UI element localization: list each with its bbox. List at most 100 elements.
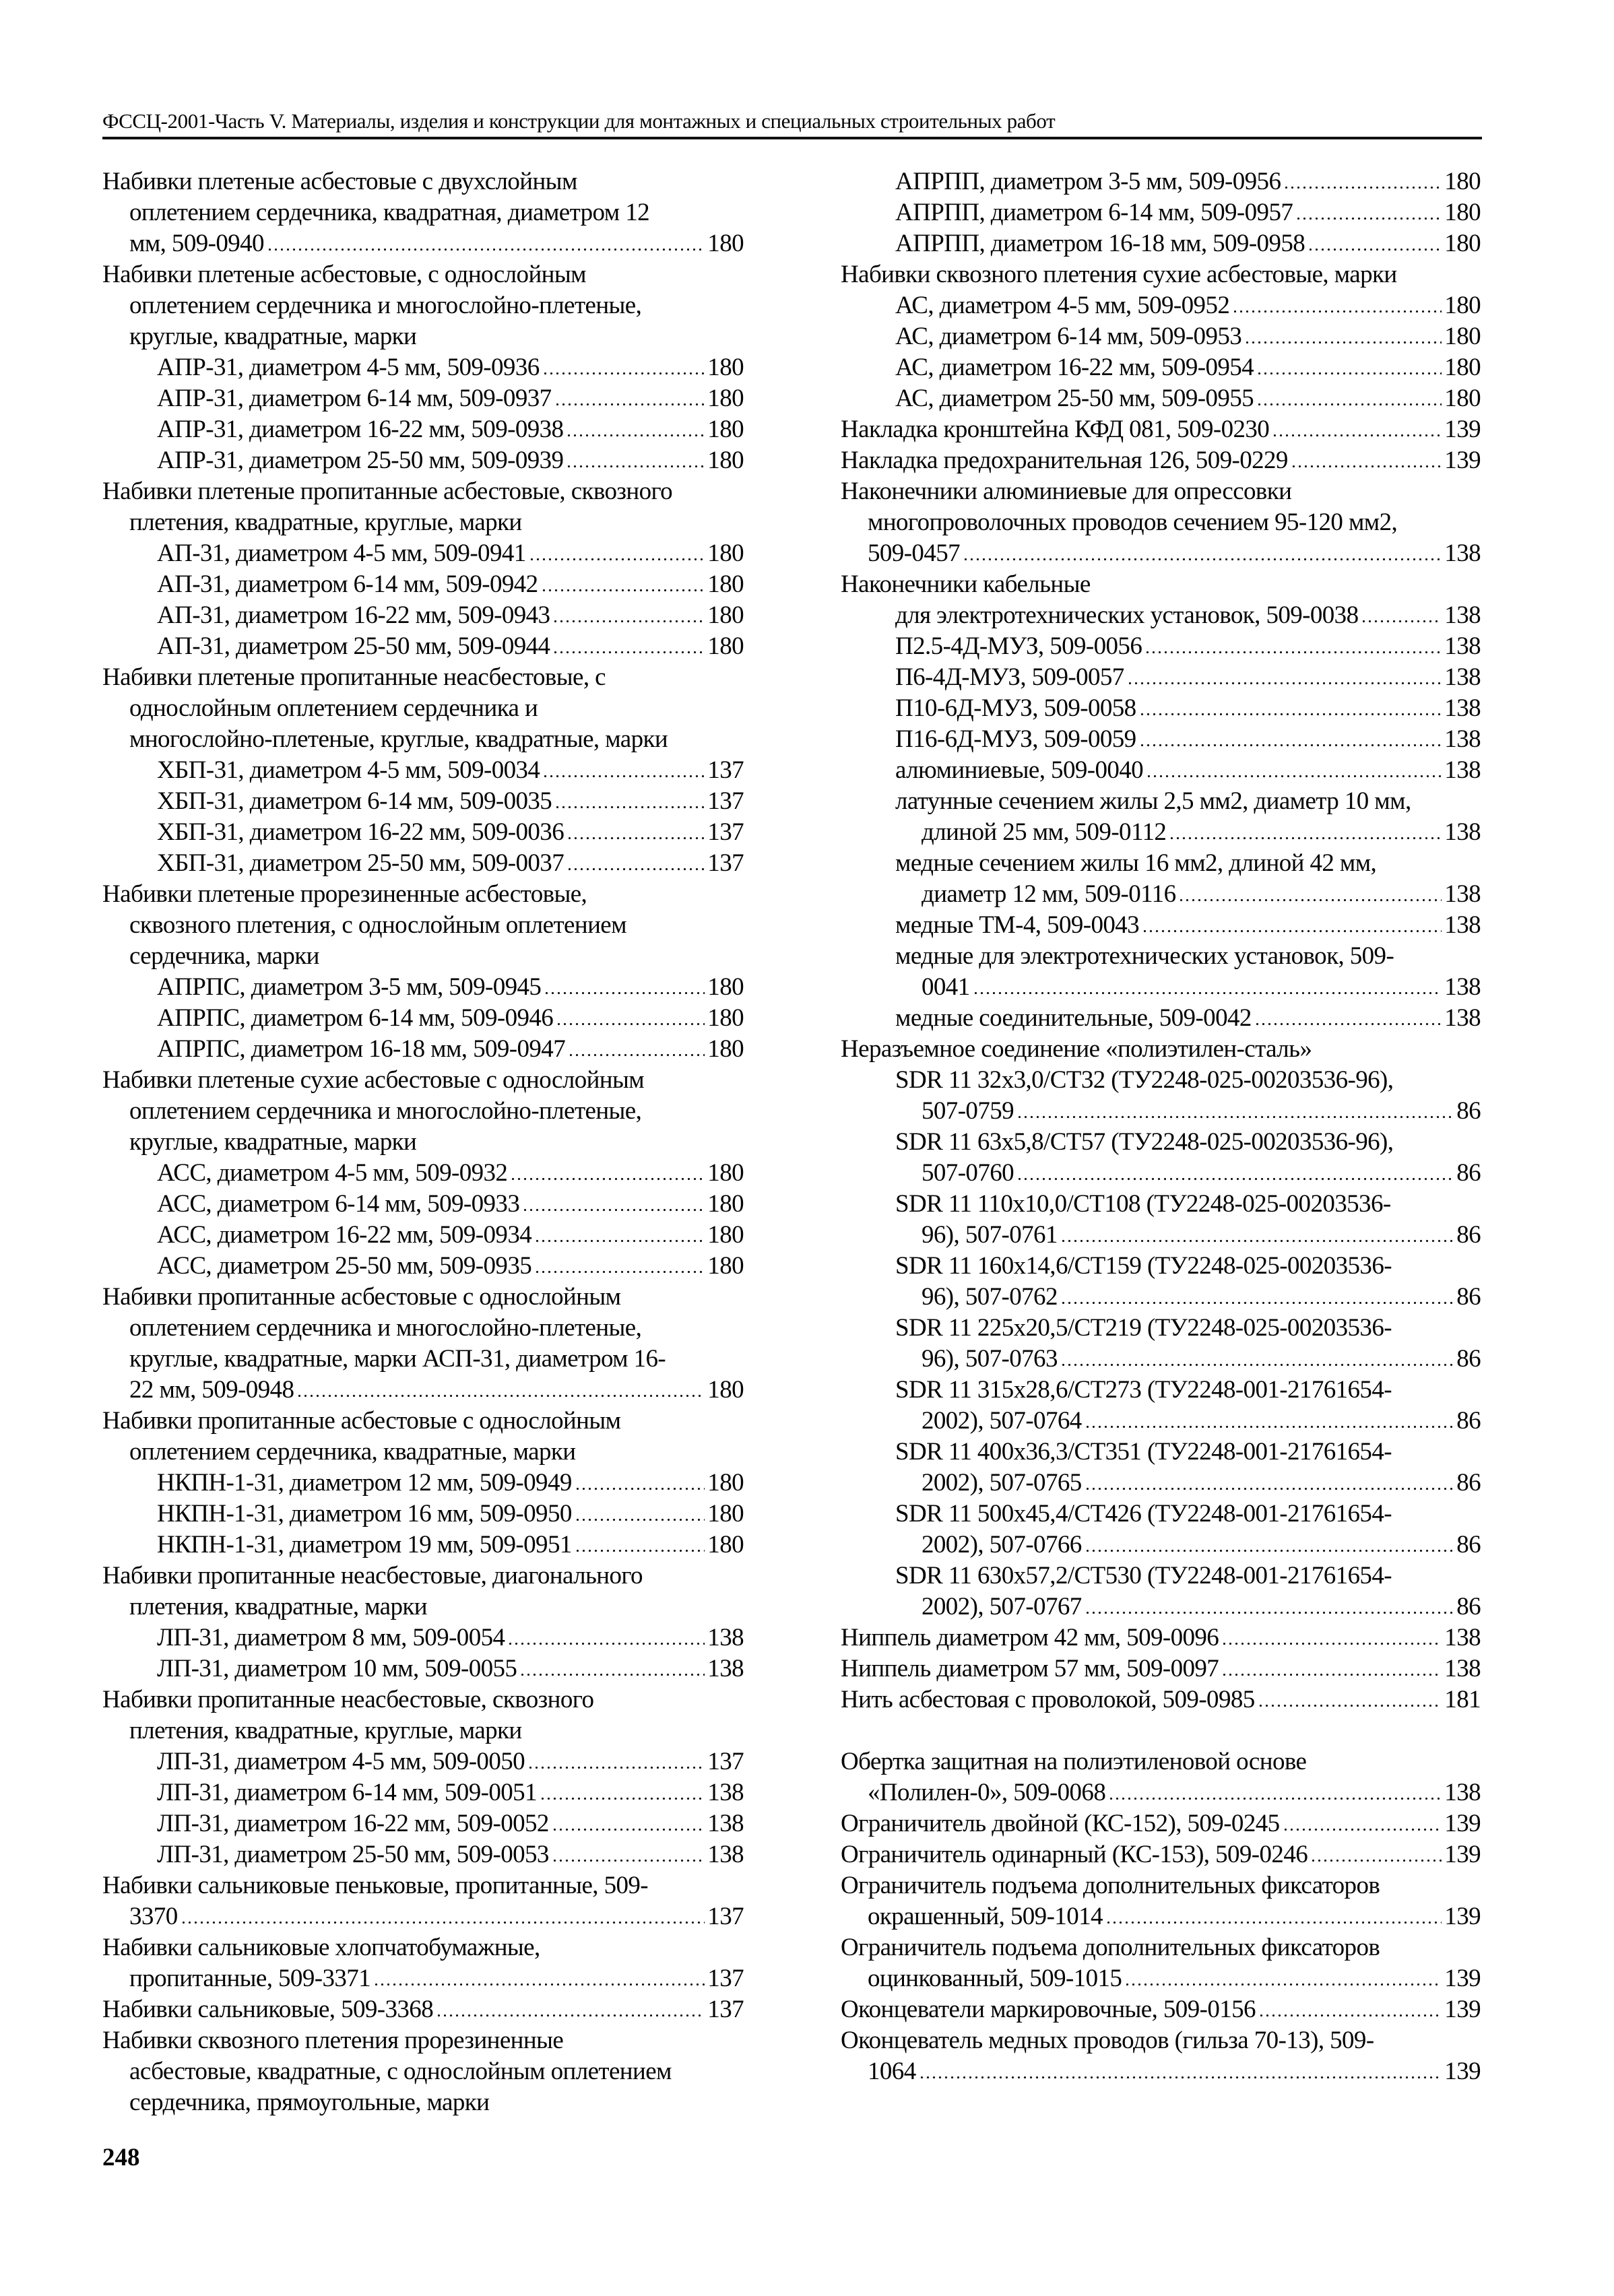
index-entry: Неразъемное соединение «полиэтилен-сталь…: [841, 1034, 1481, 1065]
dot-leader: [552, 649, 705, 655]
entry-text: SDR 11 225x20,5/CT219 (ТУ2248-025-002035…: [895, 1314, 1392, 1342]
entry-page-number: 139: [1444, 1996, 1481, 2023]
dot-leader: [527, 1764, 705, 1771]
entry-page-number: 138: [1444, 1779, 1481, 1806]
index-entry: АПРПС, диаметром 16-18 мм, 509-0947 180: [102, 1034, 744, 1065]
index-entry: АПРПС, диаметром 3-5 мм, 509-0945 180: [102, 972, 744, 1003]
index-entry: 507-0760 86: [841, 1158, 1481, 1189]
entry-text: 96), 507-0761: [922, 1221, 1058, 1249]
index-entry: АПРПС, диаметром 6-14 мм, 509-0946 180: [102, 1003, 744, 1034]
index-entry: мм, 509-0940 180: [102, 228, 744, 259]
entry-page-number: 138: [1444, 663, 1481, 691]
dot-leader: [519, 1671, 705, 1678]
entry-page-number: 138: [1444, 880, 1481, 908]
dot-leader: [1108, 1795, 1442, 1802]
dot-leader: [963, 556, 1442, 562]
index-entry: Набивки пропитанные неасбестовые, сквозн…: [102, 1684, 744, 1715]
entry-text: Набивки сальниковые пеньковые, пропитанн…: [102, 1872, 649, 1899]
header-rule: [102, 137, 1482, 139]
dot-leader: [507, 1640, 705, 1647]
dot-leader: [552, 618, 705, 624]
index-column-left: Набивки плетеные асбестовые с двухслойны…: [102, 166, 744, 2118]
index-entry: 2002), 507-0764 86: [841, 1406, 1481, 1437]
entry-text: НКПН-1-31, диаметром 16 мм, 509-0950: [157, 1500, 572, 1528]
dot-leader: [1084, 1547, 1454, 1554]
entry-text: SDR 11 315x28,6/CT273 (ТУ2248-001-217616…: [895, 1376, 1392, 1404]
entry-text: АСС, диаметром 4-5 мм, 509-0932: [157, 1159, 508, 1187]
index-entry: Нить асбестовая с проволокой, 509-0985 18…: [841, 1684, 1481, 1715]
entry-text: П6-4Д-МУЗ, 509-0057: [895, 663, 1124, 691]
index-entry: 2002), 507-0765 86: [841, 1468, 1481, 1499]
entry-text: ХБП-31, диаметром 6-14 мм, 509-0035: [157, 787, 552, 815]
index-entry: SDR 11 32x3,0/CT32 (ТУ2248-025-00203536-…: [841, 1065, 1481, 1096]
index-entry: П16-6Д-МУЗ, 509-0059 138: [841, 724, 1481, 755]
entry-page-number: 180: [707, 973, 744, 1001]
entry-page-number: 180: [707, 1004, 744, 1032]
entry-page-number: 138: [1444, 601, 1481, 629]
entry-page-number: 86: [1456, 1221, 1481, 1249]
entry-text: ХБП-31, диаметром 25-50 мм, 509-0037: [157, 849, 564, 877]
index-entry: Ниппель диаметром 57 мм, 509-0097 138: [841, 1653, 1481, 1684]
entry-page-number: 138: [1444, 694, 1481, 722]
dot-leader: [1084, 1609, 1454, 1616]
running-header: ФССЦ-2001-Часть V. Материалы, изделия и …: [102, 109, 1056, 133]
entry-text: однослойным оплетением сердечника и: [129, 694, 538, 722]
dot-leader: [1138, 711, 1442, 717]
dot-leader: [574, 1485, 705, 1492]
dot-leader: [544, 989, 705, 996]
entry-text: АПРПС, диаметром 6-14 мм, 509-0946: [157, 1004, 554, 1032]
index-entry: ЛП-31, диаметром 6-14 мм, 509-0051 138: [102, 1777, 744, 1808]
entry-page-number: 86: [1456, 1345, 1481, 1373]
index-entry: ХБП-31, диаметром 16-22 мм, 509-0036 137: [102, 817, 744, 848]
entry-text: Набивки пропитанные асбестовые с односло…: [102, 1283, 621, 1311]
dot-leader: [296, 1392, 705, 1399]
index-entry: 2002), 507-0767 86: [841, 1592, 1481, 1622]
index-entry: плетения, квадратные, марки: [102, 1592, 744, 1622]
index-entry: длиной 25 мм, 509-0112 138: [841, 817, 1481, 848]
index-entry: SDR 11 500x45,4/CT426 (ТУ2248-001-217616…: [841, 1499, 1481, 1530]
index-entry: ЛП-31, диаметром 25-50 мм, 509-0053 138: [102, 1839, 744, 1870]
index-entry: алюминиевые, 509-0040 138: [841, 755, 1481, 786]
entry-page-number: 137: [707, 849, 744, 877]
entry-page-number: 139: [1444, 416, 1481, 443]
dot-leader: [528, 556, 705, 562]
entry-page-number: 137: [707, 1748, 744, 1775]
entry-page-number: 139: [1444, 447, 1481, 474]
index-entry: Набивки сальниковые пеньковые, пропитанн…: [102, 1870, 744, 1901]
index-entry: АС, диаметром 4-5 мм, 509-0952 180: [841, 290, 1481, 321]
entry-text: круглые, квадратные, марки: [129, 1128, 417, 1156]
index-entry: Наконечники кабельные: [841, 569, 1481, 600]
index-entry: Накладка предохранительная 126, 509-0229…: [841, 445, 1481, 476]
entry-text: НКПН-1-31, диаметром 19 мм, 509-0951: [157, 1531, 572, 1559]
entry-page-number: 139: [1444, 1903, 1481, 1930]
dot-leader: [1283, 184, 1442, 191]
entry-text: оплетением сердечника, квадратные, марки: [129, 1438, 576, 1466]
dot-leader: [1272, 432, 1442, 438]
index-entry: АСС, диаметром 25-50 мм, 509-0935 180: [102, 1251, 744, 1282]
index-entry: НКПН-1-31, диаметром 19 мм, 509-0951 180: [102, 1530, 744, 1561]
entry-page-number: 139: [1444, 1841, 1481, 1868]
entry-page-number: 138: [707, 1779, 744, 1806]
entry-text: Наконечники алюминиевые для опрессовки: [841, 478, 1292, 505]
entry-page-number: 180: [1444, 199, 1481, 226]
entry-page-number: 180: [707, 1159, 744, 1187]
entry-text: Оконцеватели маркировочные, 509-0156: [841, 1996, 1256, 2023]
dot-leader: [373, 1981, 705, 1988]
entry-page-number: 180: [707, 385, 744, 412]
entry-page-number: 139: [1444, 1965, 1481, 1992]
entry-text: Оконцеватель медных проводов (гильза 70-…: [841, 2027, 1374, 2054]
index-entry: ЛП-31, диаметром 8 мм, 509-0054 138: [102, 1622, 744, 1653]
entry-text: АСС, диаметром 25-50 мм, 509-0935: [157, 1252, 532, 1280]
entry-text: 2002), 507-0765: [922, 1469, 1082, 1497]
index-entry: Набивки сальниковые, 509-3368 137: [102, 1994, 744, 2025]
index-entry: SDR 11 630x57,2/CT530 (ТУ2248-001-217616…: [841, 1561, 1481, 1592]
index-entry: медные сечением жилы 16 мм2, длиной 42 м…: [841, 848, 1481, 879]
entry-text: Набивки плетеные асбестовые, с однослойн…: [102, 261, 587, 288]
index-entry: АС, диаметром 6-14 мм, 509-0953 180: [841, 321, 1481, 352]
dot-leader: [918, 2074, 1442, 2080]
entry-page-number: 138: [1444, 973, 1481, 1001]
entry-text: Набивки плетеные прорезиненные асбестовы…: [102, 880, 587, 908]
entry-text: длиной 25 мм, 509-0112: [922, 818, 1167, 846]
dot-leader: [1258, 2012, 1442, 2019]
entry-page-number: 138: [707, 1655, 744, 1682]
